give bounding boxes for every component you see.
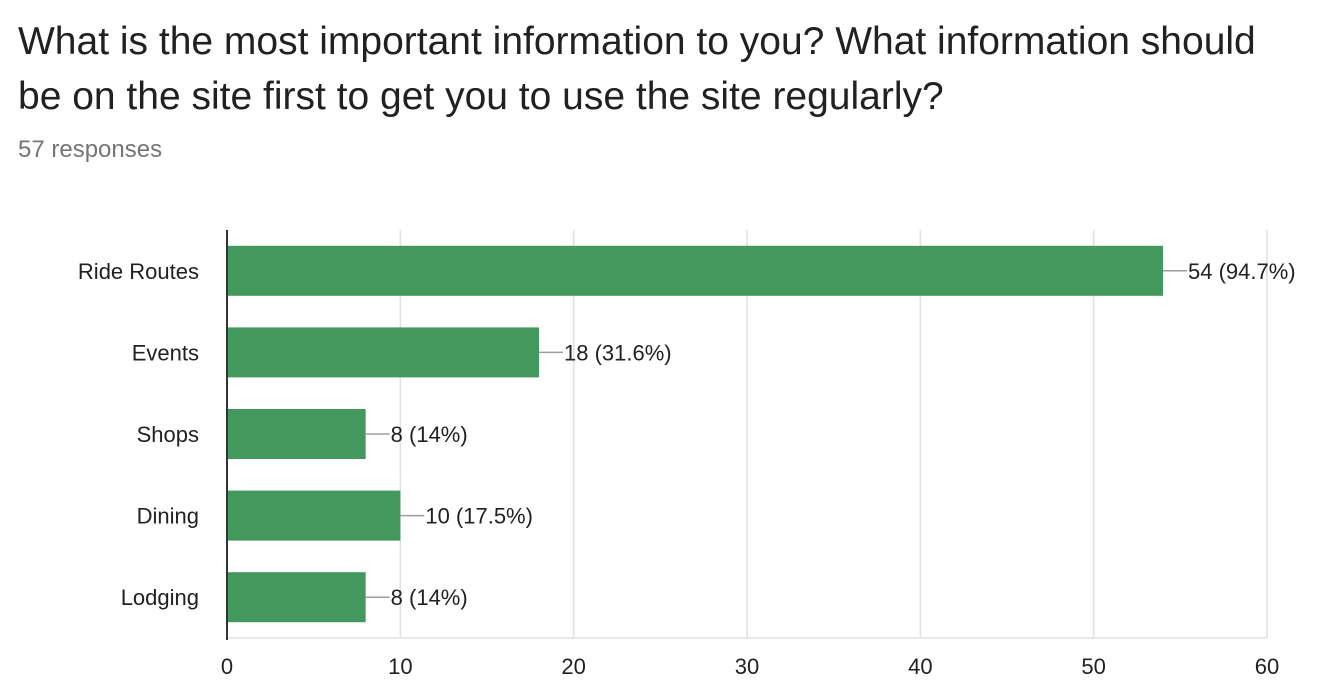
bar [227, 490, 401, 541]
bar [227, 245, 1163, 296]
bars: 54 (94.7%) 18 (31.6%) 8 (14%) 10 (17.5%) 8 (… [227, 245, 1296, 623]
data-label: 54 (94.7%) [1188, 259, 1296, 284]
grid-lines [227, 230, 1268, 639]
bar [227, 572, 366, 623]
bar [227, 327, 539, 378]
x-tick-label: 60 [1255, 654, 1279, 679]
category-label: Lodging [121, 585, 199, 610]
x-tick-label: 50 [1081, 654, 1105, 679]
category-label: Dining [137, 504, 199, 529]
x-tick-label: 30 [735, 654, 759, 679]
x-tick-label: 20 [561, 654, 585, 679]
data-label: 10 (17.5%) [425, 504, 533, 529]
data-label: 18 (31.6%) [564, 340, 672, 365]
bar [227, 409, 366, 459]
category-label: Ride Routes [78, 259, 199, 284]
x-tick-label: 40 [908, 654, 932, 679]
question-title: What is the most important information t… [18, 20, 1256, 118]
response-count: 57 responses [18, 136, 163, 163]
x-tick-label: 0 [221, 654, 233, 679]
category-label: Events [132, 340, 199, 365]
axes: 0 10 20 30 40 50 60 Ride Routes Events Shops Dinin… [78, 230, 1279, 679]
data-label: 8 (14%) [391, 585, 468, 610]
category-label: Shops [137, 422, 199, 447]
data-label: 8 (14%) [391, 422, 468, 447]
x-tick-label: 10 [388, 654, 412, 679]
